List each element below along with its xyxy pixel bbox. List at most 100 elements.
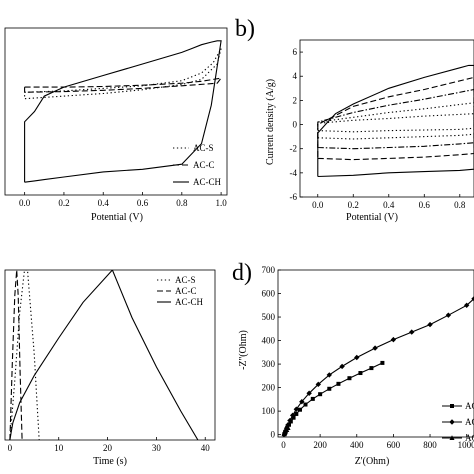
series-line-ac-ch-2 xyxy=(24,40,222,183)
data-point-diamond xyxy=(409,329,415,335)
y-tick-label: 300 xyxy=(262,359,276,369)
legend-label: AC-S xyxy=(175,275,196,285)
y-tick-label: 600 xyxy=(262,289,276,299)
legend-marker-triangle xyxy=(449,435,455,440)
x-tick-label: 30 xyxy=(152,443,162,453)
x-tick-label: 0 xyxy=(8,443,13,453)
x-tick-label: 0.8 xyxy=(176,198,188,208)
panel-d-label: d) xyxy=(232,260,252,286)
panel-d-ylabel: -Z''(Ohm) xyxy=(238,330,249,370)
data-point-square xyxy=(327,386,332,391)
series-line-trace-4 xyxy=(317,113,474,133)
data-point-diamond xyxy=(299,399,305,405)
data-point-square xyxy=(318,392,323,397)
plot-frame xyxy=(277,269,474,438)
x-tick-label: 0.6 xyxy=(419,200,431,210)
x-tick-label: 0.0 xyxy=(19,198,31,208)
y-tick-label: 500 xyxy=(262,312,276,322)
x-tick-label: 0.0 xyxy=(312,200,324,210)
panel-b-ylabel: Current density (A/g) xyxy=(265,79,276,165)
y-tick-label: 400 xyxy=(262,336,276,346)
series-line-trace-3 xyxy=(317,102,474,140)
legend-label: AC-CH xyxy=(193,177,222,187)
data-point-diamond xyxy=(471,295,474,302)
data-point-square xyxy=(294,411,299,416)
data-point-diamond xyxy=(390,336,397,343)
legend-label: AC xyxy=(465,433,474,443)
data-point-square xyxy=(310,396,315,401)
panel-a-cv-curves: Potential (V) 0.0 0.2 0.4 0.6 0.8 1.0 AC-S AC-C… xyxy=(4,27,228,223)
x-tick-label: 600 xyxy=(387,440,401,450)
legend-label: AC-C xyxy=(193,160,215,170)
panel-d-nyquist: d) Z'(Ohm) -Z''(Ohm) 0 200 400 600 800 1000 0 1… xyxy=(232,260,474,467)
data-point-square xyxy=(369,366,374,371)
x-tick-label: 0.2 xyxy=(58,198,69,208)
series-line-ac-c-1 xyxy=(24,77,223,93)
y-tick-label: -2 xyxy=(290,144,298,154)
plot-frame xyxy=(299,39,474,198)
x-tick-label: 0 xyxy=(281,440,286,450)
series-line-ac-0 xyxy=(283,362,383,435)
data-point-diamond xyxy=(293,406,300,412)
y-tick-label: -6 xyxy=(290,192,298,202)
data-point-diamond xyxy=(287,417,293,424)
data-point-diamond xyxy=(285,422,291,428)
legend-label: AC-CH xyxy=(175,297,204,307)
series-line-ac-1 xyxy=(283,298,474,435)
data-point-square xyxy=(303,402,308,407)
panel-c-charge-discharge: Time (s) 0 10 20 30 40 AC-SAC-CAC-CH xyxy=(4,269,216,467)
legend-label: AC-S xyxy=(193,143,214,153)
x-tick-label: 1.0 xyxy=(215,198,227,208)
x-tick-label: 200 xyxy=(313,440,327,450)
y-tick-label: 0 xyxy=(293,120,298,130)
x-tick-label: 0.2 xyxy=(348,200,359,210)
panel-b-xlabel: Potential (V) xyxy=(346,212,398,223)
panel-a-xlabel: Potential (V) xyxy=(91,212,143,223)
data-point-diamond xyxy=(306,390,312,396)
x-tick-label: 0.4 xyxy=(383,200,395,210)
data-point-diamond xyxy=(326,372,332,378)
legend-marker-diamond xyxy=(449,419,455,425)
plot-frame xyxy=(4,27,228,196)
x-tick-label: 1000 xyxy=(458,440,474,450)
data-point-diamond xyxy=(339,363,345,370)
data-point-diamond xyxy=(289,412,296,419)
data-point-triangle xyxy=(285,425,291,431)
x-tick-label: 40 xyxy=(201,443,211,453)
data-point-square xyxy=(347,376,352,381)
series-line-ac-c-1 xyxy=(9,270,23,440)
series-line-ac-s-0 xyxy=(9,270,40,440)
y-tick-label: -4 xyxy=(290,168,298,178)
data-point-square xyxy=(291,415,296,420)
y-tick-label: 100 xyxy=(262,406,276,416)
data-point-diamond xyxy=(445,312,452,318)
data-point-diamond xyxy=(372,345,378,351)
series-line-trace-1 xyxy=(317,76,474,161)
data-point-square xyxy=(380,360,385,365)
x-tick-label: 400 xyxy=(350,440,364,450)
y-tick-label: 200 xyxy=(262,383,276,393)
x-tick-label: 0.4 xyxy=(98,198,110,208)
plot-frame xyxy=(4,269,216,441)
series-line-trace-0 xyxy=(317,64,474,178)
series-line-ac-ch-2 xyxy=(9,270,199,440)
y-tick-label: 700 xyxy=(262,265,276,275)
legend-label: AC-C xyxy=(175,286,197,296)
x-tick-label: 10 xyxy=(54,443,64,453)
x-tick-label: 0.8 xyxy=(454,200,466,210)
data-point-square xyxy=(336,381,341,386)
panel-b-cv-scan-rates: b) Potential (V) Current density (A/g) 0… xyxy=(235,16,474,223)
y-tick-label: 6 xyxy=(293,47,298,57)
data-point-square xyxy=(358,371,363,376)
x-tick-label: 800 xyxy=(423,440,437,450)
legend-marker-square xyxy=(450,404,454,408)
data-point-diamond xyxy=(463,302,470,308)
y-tick-label: 4 xyxy=(293,71,298,81)
panel-b-label: b) xyxy=(235,16,255,42)
data-point-diamond xyxy=(315,381,321,388)
data-point-square xyxy=(297,407,302,412)
panel-c-xlabel: Time (s) xyxy=(93,456,127,467)
legend-label: AC xyxy=(465,417,474,427)
series-line-trace-2 xyxy=(317,88,474,150)
